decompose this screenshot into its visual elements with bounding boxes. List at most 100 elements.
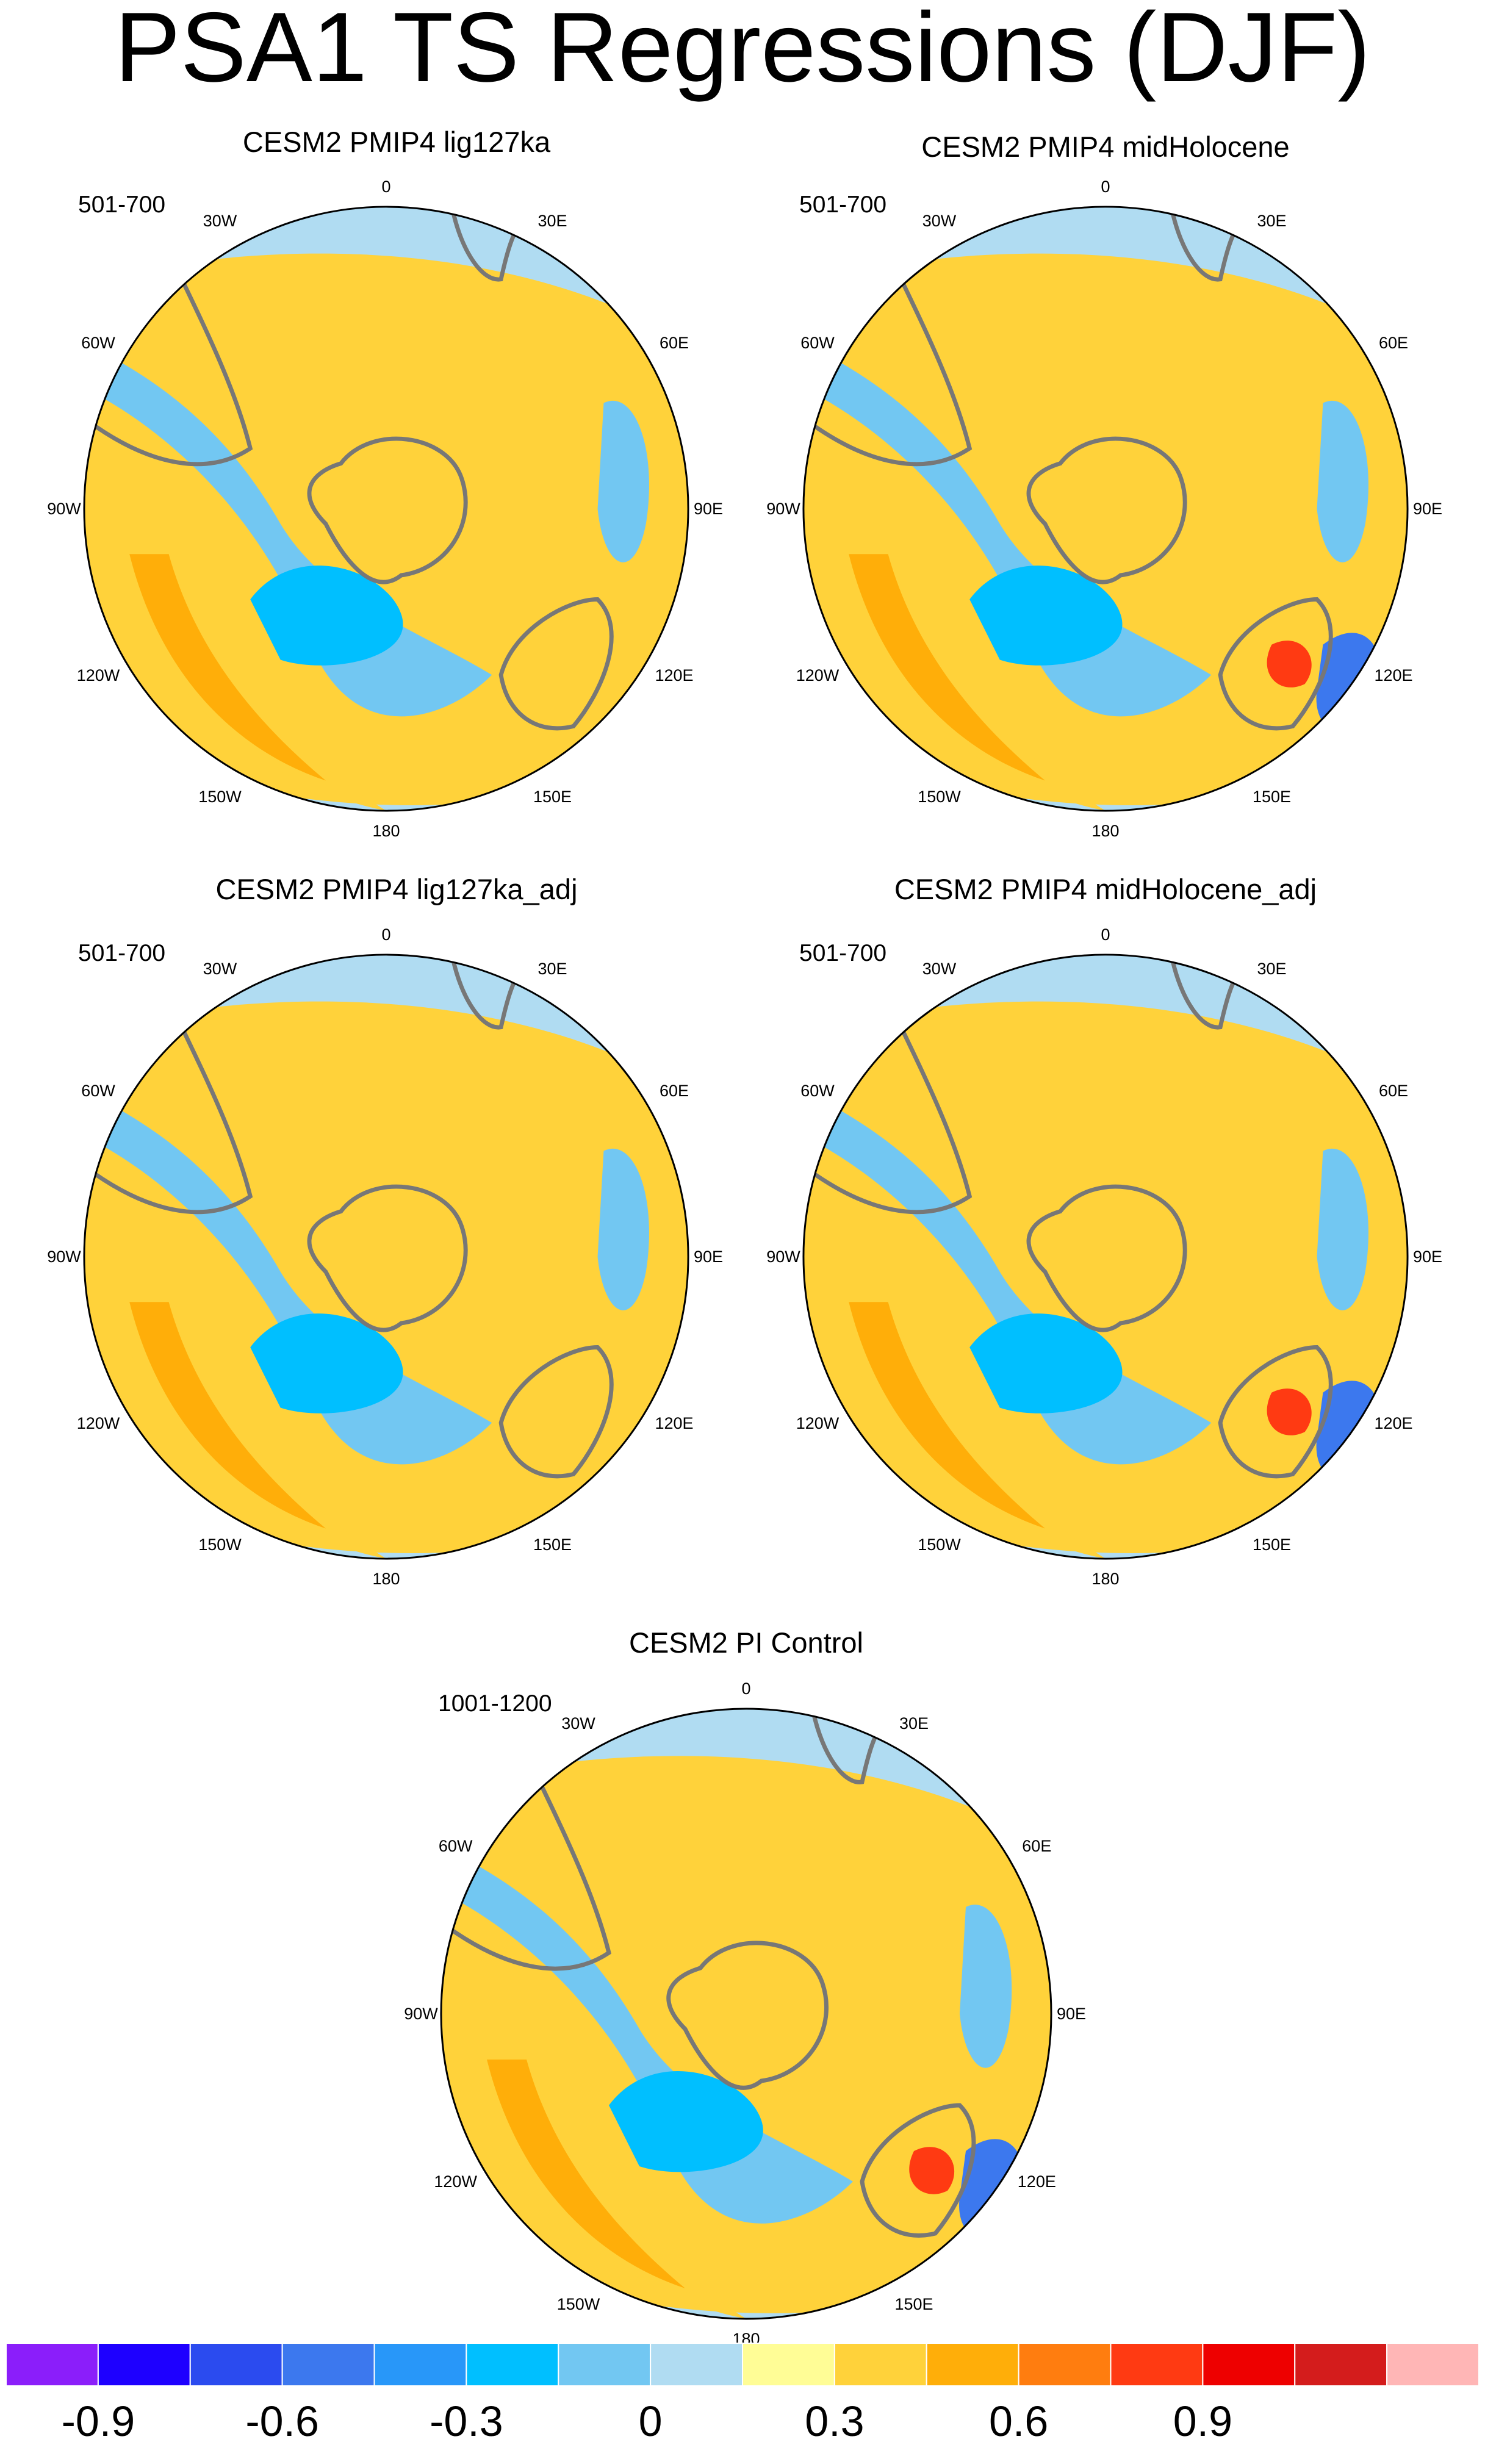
indian-cold <box>1317 400 1368 562</box>
indian-cold <box>1317 1148 1368 1310</box>
warm-region-b <box>999 1066 1304 1380</box>
cold-core <box>969 1313 1123 1413</box>
polar-map-midHolocene_adj <box>802 954 1409 1560</box>
map-border <box>802 954 1409 1560</box>
australia-coastline <box>860 2103 976 2238</box>
longitude-label: 180 <box>1091 1570 1120 1588</box>
colorbar-swatch <box>833 2343 927 2387</box>
australia-coastline <box>498 597 614 731</box>
warm-tongue-core <box>129 1302 326 1529</box>
antarctica-coastline <box>307 436 468 584</box>
australia-coastline <box>498 1345 614 1479</box>
colorbar-swatch <box>373 2343 467 2387</box>
period-label: 501-700 <box>799 192 887 218</box>
colorbar-swatch <box>5 2343 99 2387</box>
antarctica-coastline <box>666 1941 829 2090</box>
panel-title: CESM2 PMIP4 lig127ka <box>242 126 551 158</box>
longitude-label: 0 <box>381 178 391 196</box>
longitude-label: 60E <box>1378 1081 1408 1100</box>
longitude-label: 150E <box>533 1535 572 1554</box>
colorbar-swatch <box>1294 2343 1388 2387</box>
longitude-label: 150E <box>1252 787 1292 806</box>
antarctica-coastline <box>1026 1184 1187 1332</box>
period-label: 501-700 <box>78 940 166 966</box>
colorbar-swatch <box>281 2343 375 2387</box>
warm-tongue-core <box>487 2060 685 2288</box>
warm-region-b <box>639 1822 946 2138</box>
longitude-label: 30W <box>922 960 957 979</box>
longitude-label: 90W <box>47 500 81 518</box>
longitude-label: 120W <box>76 1413 120 1432</box>
longitude-label: 120E <box>655 1413 694 1432</box>
colorbar-swatch <box>97 2343 191 2387</box>
south-america-coastline <box>84 251 253 467</box>
longitude-label: 60W <box>800 333 835 352</box>
panel-title: CESM2 PMIP4 lig127ka_adj <box>215 873 578 905</box>
australia-coastline <box>1218 1345 1333 1479</box>
south-america-coastline <box>803 999 973 1215</box>
longitude-label: 90E <box>1412 1248 1443 1266</box>
longitude-label: 30E <box>1257 212 1287 231</box>
longitude-label: 150E <box>533 787 572 806</box>
map-border <box>802 206 1409 812</box>
colorbar-swatch <box>1018 2343 1112 2387</box>
longitude-label: 150E <box>1252 1535 1292 1554</box>
warm-tongue-core <box>129 554 326 781</box>
colorbar-tick-label: 0 <box>638 2398 663 2445</box>
south-america-coastline <box>803 251 973 467</box>
nz-cold <box>1316 633 1382 733</box>
indian-cold <box>597 400 649 562</box>
longitude-label: 60W <box>800 1081 835 1100</box>
warm-region-b <box>280 1066 584 1380</box>
longitude-label: 30W <box>561 1714 595 1733</box>
panel-title: CESM2 PI Control <box>629 1626 863 1659</box>
south-america-coastline <box>84 999 253 1215</box>
colorbar-swatch <box>1386 2343 1480 2387</box>
longitude-label: 180 <box>372 822 400 840</box>
colorbar-swatch <box>1202 2343 1296 2387</box>
longitude-label: 30E <box>538 212 567 231</box>
longitude-label: 150W <box>198 787 242 806</box>
warm-tongue-core <box>849 554 1045 781</box>
longitude-label: 90E <box>693 500 724 518</box>
longitude-label: 60E <box>659 333 689 352</box>
map-border <box>440 1708 1052 2320</box>
longitude-label: 90E <box>1056 2005 1087 2023</box>
colorbar-swatch <box>650 2343 743 2387</box>
longitude-label: 60W <box>438 1837 473 1855</box>
longitude-label: 120E <box>1017 2172 1056 2191</box>
longitude-label: 0 <box>1101 178 1110 196</box>
indian-cold <box>960 1905 1012 2068</box>
longitude-label: 90W <box>404 2005 438 2023</box>
cold-core <box>250 566 403 666</box>
longitude-label: 0 <box>1101 925 1110 944</box>
polar-map-lig127ka_adj <box>83 954 689 1560</box>
colorbar-swatch <box>926 2343 1019 2387</box>
south-america-coastline <box>440 1753 611 1971</box>
longitude-label: 0 <box>381 925 391 944</box>
nz-cold <box>1316 1381 1382 1481</box>
cold-core <box>250 1313 403 1413</box>
colorbar-tick-label: 0.9 <box>1173 2398 1233 2445</box>
colorbar-swatch <box>558 2343 652 2387</box>
longitude-label: 60E <box>1378 333 1408 352</box>
longitude-label: 150W <box>918 1535 961 1554</box>
nz-cold <box>959 2139 1025 2240</box>
colorbar-tick-label: 0.3 <box>805 2398 865 2445</box>
longitude-label: 120E <box>1374 1413 1413 1432</box>
longitude-label: 180 <box>372 1570 400 1588</box>
longitude-label: 120W <box>796 666 840 684</box>
longitude-label: 150W <box>918 787 961 806</box>
longitude-label: 60W <box>81 1081 115 1100</box>
warm-region-b <box>280 318 584 632</box>
longitude-label: 120E <box>655 666 694 684</box>
warm-tongue-core <box>849 1302 1045 1529</box>
longitude-label: 180 <box>732 2330 760 2348</box>
longitude-label: 30W <box>203 960 237 979</box>
warm-region-b <box>999 318 1304 632</box>
figure-title: PSA1 TS Regressions (DJF) <box>114 0 1371 102</box>
longitude-label: 120W <box>76 666 120 684</box>
map-border <box>83 954 689 1560</box>
period-label: 501-700 <box>799 940 887 966</box>
antarctica-coastline <box>307 1184 468 1332</box>
